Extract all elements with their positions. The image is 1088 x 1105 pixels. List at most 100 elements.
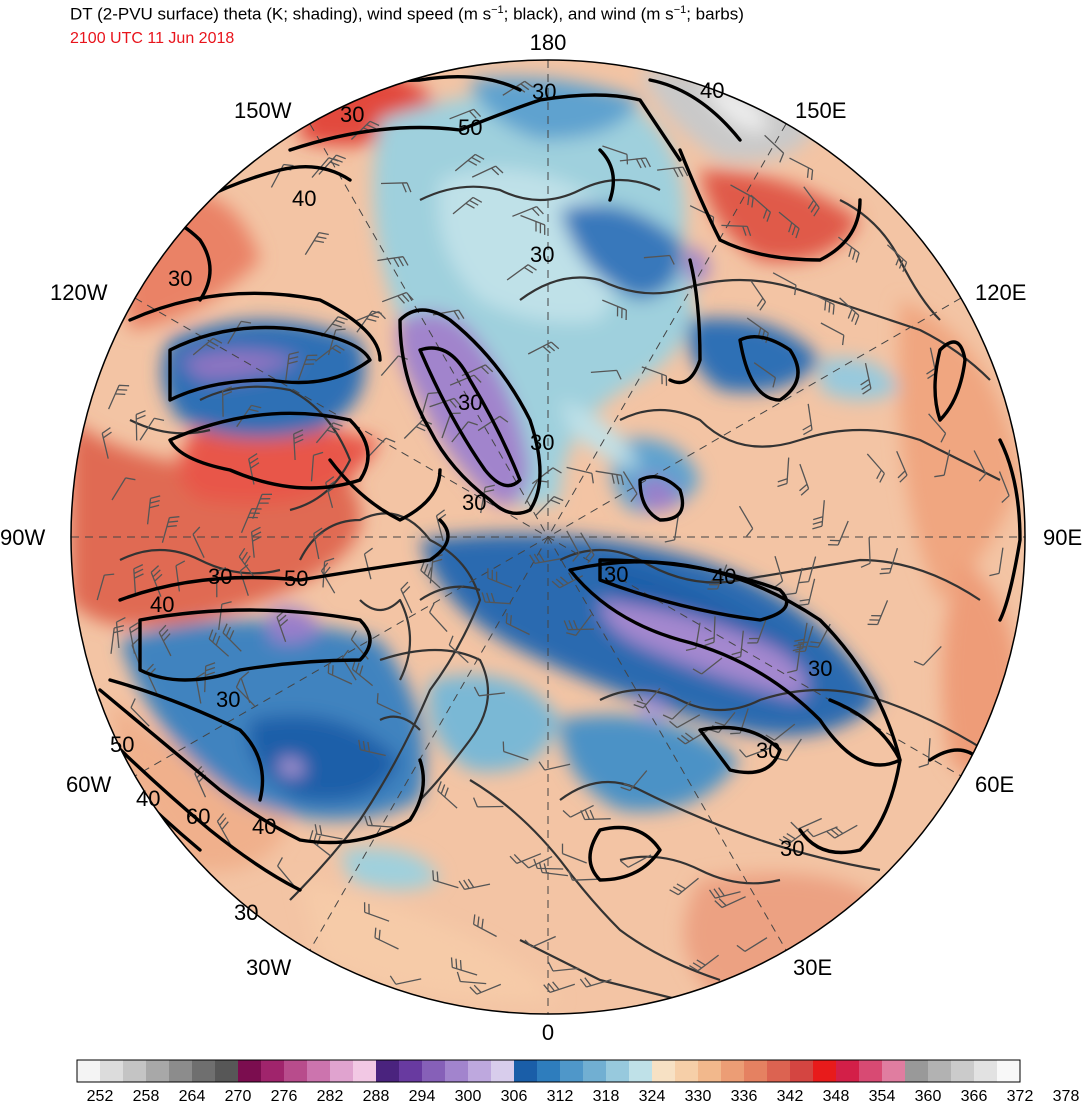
colorbar-swatch xyxy=(422,1060,446,1082)
wind-barb xyxy=(566,466,594,484)
lon-label-180: 180 xyxy=(530,30,567,55)
wind-barb xyxy=(973,450,987,482)
wind-barb xyxy=(276,610,289,643)
wind-barb xyxy=(363,547,373,580)
colorbar-swatch xyxy=(606,1060,630,1082)
wind-barb xyxy=(566,530,580,562)
contour-label: 50 xyxy=(284,566,308,591)
wind-barb xyxy=(777,457,790,488)
contour-label: 30 xyxy=(756,738,780,763)
valid-time: 2100 UTC 11 Jun 2018 xyxy=(70,30,235,47)
lon-label-150w: 150W xyxy=(234,98,292,123)
wind-barb xyxy=(753,362,777,388)
colorbar-tick-label: 282 xyxy=(317,1088,344,1105)
wind-barb xyxy=(765,723,796,741)
wind-barb xyxy=(527,341,560,355)
title-part-1: DT (2-PVU surface) theta (K; shading), w… xyxy=(70,4,492,24)
colorbar-tick-label: 306 xyxy=(501,1088,528,1105)
wind-barb xyxy=(707,564,728,590)
wind-barb xyxy=(158,624,172,657)
colorbar-tick-label: 330 xyxy=(685,1088,712,1105)
wind-barb xyxy=(772,272,797,296)
longitude-labels: 180 150E 120E 90E 60E 30E 0 30W 60W 90W … xyxy=(0,30,1082,1045)
colorbar-swatch xyxy=(974,1060,998,1082)
wind-barb xyxy=(860,362,872,395)
wind-barb xyxy=(998,471,1010,503)
wind-barb xyxy=(547,961,579,972)
wind-barb xyxy=(367,437,396,458)
colorbar-swatch xyxy=(629,1060,653,1082)
wind-barb xyxy=(736,937,768,952)
wind-barb xyxy=(192,526,205,558)
wind-barb xyxy=(110,624,125,654)
wind-barb xyxy=(568,870,599,881)
lon-label-60e: 60E xyxy=(975,772,1014,797)
contour-label: 30 xyxy=(530,430,554,455)
wind-barb xyxy=(866,453,885,483)
wind-barb xyxy=(790,817,822,830)
wind-barb xyxy=(252,493,273,519)
lon-label-0: 0 xyxy=(542,1020,554,1045)
contour-label: 30 xyxy=(530,242,554,267)
contour-label: 30 xyxy=(808,656,832,681)
wind-barb xyxy=(218,601,232,630)
contour-label: 30 xyxy=(604,562,628,587)
wind-barb xyxy=(579,977,612,988)
colorbar xyxy=(76,1059,1021,1083)
wind-barb xyxy=(238,547,256,579)
colorbar-tick-label: 318 xyxy=(593,1088,620,1105)
title-part-3: ; barbs) xyxy=(686,4,744,24)
wind-barb xyxy=(477,415,509,432)
wind-barb xyxy=(315,422,343,444)
map-boundary xyxy=(70,59,1026,1015)
colorbar-swatch xyxy=(698,1060,722,1082)
wind-barb xyxy=(764,134,785,163)
wind-barb xyxy=(133,564,144,595)
wind-barb xyxy=(538,761,571,771)
colorbar-tick-label: 294 xyxy=(409,1088,436,1105)
wind-barb xyxy=(389,975,422,985)
wind-barb xyxy=(351,659,374,687)
wind-barb xyxy=(216,566,227,598)
colorbar-swatch xyxy=(560,1060,584,1082)
colorbar-swatch xyxy=(744,1060,768,1082)
contour-label: 30 xyxy=(458,390,482,415)
colorbar-tick-label: 300 xyxy=(455,1088,482,1105)
colorbar-swatch xyxy=(169,1060,193,1082)
colorbar-frame xyxy=(76,1059,1021,1083)
wind-barb xyxy=(798,556,817,584)
wind-barb xyxy=(364,815,394,828)
colorbar-swatch xyxy=(445,1060,469,1082)
wind-barb xyxy=(376,693,402,715)
wind-barb xyxy=(481,592,512,605)
wind-barb xyxy=(839,297,860,326)
wind-barb xyxy=(350,120,380,140)
colorbar-tick-label: 378 xyxy=(1053,1088,1080,1105)
wind-barb xyxy=(669,877,699,896)
wind-barb xyxy=(662,700,692,720)
colorbar-swatch xyxy=(537,1060,561,1082)
colorbar-swatch xyxy=(284,1060,308,1082)
wind-barb xyxy=(130,698,150,727)
wind-barb xyxy=(798,578,816,607)
wind-barb xyxy=(327,663,353,685)
wind-barb xyxy=(750,280,767,311)
graticule xyxy=(71,60,1025,1014)
wind-barb xyxy=(108,384,130,410)
wind-barb xyxy=(452,196,483,215)
wind-barb xyxy=(506,264,537,281)
wind-barb xyxy=(480,484,495,514)
colorbar-swatch xyxy=(951,1060,975,1082)
wind-barb xyxy=(471,165,504,178)
colorbar-tick-label: 366 xyxy=(961,1088,988,1105)
wind-barb xyxy=(437,781,458,809)
wind-barb xyxy=(250,526,262,558)
wind-barb xyxy=(730,184,754,208)
wind-barb xyxy=(531,467,562,485)
colorbar-swatch xyxy=(491,1060,515,1082)
figure-title: DT (2-PVU surface) theta (K; shading), w… xyxy=(70,4,744,25)
wind-barb xyxy=(590,369,622,380)
wind-barb xyxy=(520,214,546,235)
wind-barb xyxy=(657,166,689,178)
colorbar-tick-label: 360 xyxy=(915,1088,942,1105)
